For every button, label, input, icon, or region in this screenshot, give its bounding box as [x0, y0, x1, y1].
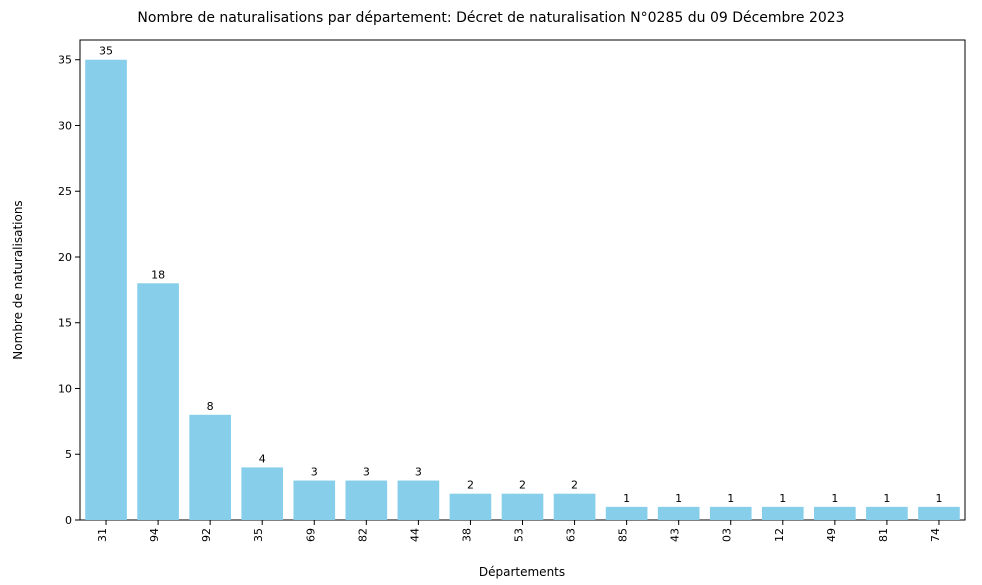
- bar-value-label: 1: [727, 492, 734, 505]
- bar-chart: Nombre de naturalisations par départemen…: [0, 0, 982, 585]
- bar: [710, 507, 752, 520]
- y-tick-label: 20: [58, 251, 72, 264]
- y-tick-label: 10: [58, 382, 72, 395]
- x-tick-label: 74: [929, 528, 942, 542]
- chart-container: Nombre de naturalisations par départemen…: [0, 0, 982, 585]
- bar: [293, 481, 335, 520]
- y-tick-label: 25: [58, 185, 72, 198]
- bar: [866, 507, 908, 520]
- bar: [658, 507, 700, 520]
- bar-value-label: 1: [623, 492, 630, 505]
- bar-value-label: 1: [883, 492, 890, 505]
- bar-value-label: 4: [259, 452, 266, 465]
- bar: [346, 481, 388, 520]
- y-tick-label: 0: [65, 514, 72, 527]
- x-tick-label: 82: [356, 528, 369, 542]
- x-tick-label: 44: [408, 528, 421, 542]
- x-axis-ticks: 31 94 92 35 69 82 44 38 53 63 85 43 03 12 49 81 74: [96, 520, 942, 542]
- x-tick-label: 43: [669, 528, 682, 542]
- x-tick-label: 92: [200, 528, 213, 542]
- bar-value-label: 1: [831, 492, 838, 505]
- y-axis-label: Nombre de naturalisations: [11, 200, 25, 359]
- y-tick-label: 30: [58, 119, 72, 132]
- bar-value-label: 3: [311, 466, 318, 479]
- x-tick-label: 81: [877, 528, 890, 542]
- x-tick-label: 49: [825, 528, 838, 542]
- x-tick-label: 03: [721, 528, 734, 542]
- bar: [85, 60, 127, 520]
- bar-value-label: 1: [675, 492, 682, 505]
- bar: [606, 507, 648, 520]
- bar: [554, 494, 596, 520]
- bars-group: [85, 60, 960, 520]
- bar: [762, 507, 804, 520]
- bar-value-label: 8: [207, 400, 214, 413]
- chart-title: Nombre de naturalisations par départemen…: [137, 10, 844, 26]
- bar: [502, 494, 544, 520]
- bar: [398, 481, 440, 520]
- y-axis-ticks: 0 5 10 15 20 25 30 35: [58, 54, 80, 527]
- x-tick-label: 69: [304, 528, 317, 542]
- bar: [189, 415, 231, 520]
- bar: [241, 467, 283, 520]
- x-tick-label: 63: [565, 528, 578, 542]
- bar-value-label: 2: [571, 479, 578, 492]
- x-tick-label: 31: [96, 528, 109, 542]
- bar-value-label: 1: [779, 492, 786, 505]
- x-tick-label: 85: [617, 528, 630, 542]
- x-tick-label: 38: [460, 528, 473, 542]
- x-axis-label: Départements: [479, 565, 565, 579]
- x-tick-label: 53: [513, 528, 526, 542]
- y-tick-label: 15: [58, 317, 72, 330]
- bar-value-label: 1: [935, 492, 942, 505]
- bar-value-label: 3: [415, 466, 422, 479]
- bar-value-label: 2: [519, 479, 526, 492]
- y-tick-label: 5: [65, 448, 72, 461]
- bar: [918, 507, 960, 520]
- bar-value-label: 18: [151, 268, 165, 281]
- x-tick-label: 12: [773, 528, 786, 542]
- x-tick-label: 94: [148, 528, 161, 542]
- bar: [450, 494, 492, 520]
- bar-value-label: 3: [363, 466, 370, 479]
- bar-value-label: 2: [467, 479, 474, 492]
- x-tick-label: 35: [252, 528, 265, 542]
- bar: [814, 507, 856, 520]
- bar-value-label: 35: [99, 45, 113, 58]
- y-tick-label: 35: [58, 54, 72, 67]
- bar: [137, 283, 179, 520]
